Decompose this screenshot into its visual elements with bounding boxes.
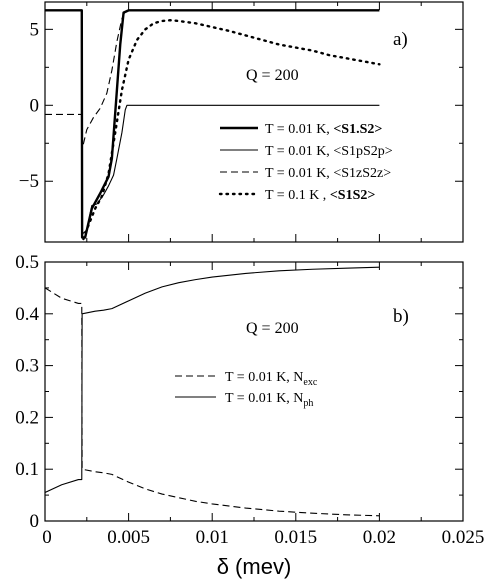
panel-b: 0 0.1 0.2 0.3 0.4 0.5 0 0.005 0.01 0.015 0.02 0.025… (15, 252, 484, 548)
panel-b-legend: T = 0.01 K, Nexc T = 0.01 K, Nph (175, 370, 318, 409)
panel-a: 50−5 a) Q = 200 T = 0.01 K, <S1.S2>T = 0… (19, 1, 464, 243)
panel-a-label: a) (393, 29, 408, 50)
panel-a-ticks: 5 0 −5 (19, 2, 464, 242)
x-tick-label: 0.005 (107, 527, 150, 548)
panel-a-q-annotation: Q = 200 (246, 67, 299, 84)
panel-a-series (45, 9, 381, 241)
y-tick-label: 0.3 (15, 356, 39, 377)
panel-b-label: b) (393, 306, 409, 327)
y-tick-label: 0 (30, 511, 40, 532)
panel-b-ticks: 0 0.1 0.2 0.3 0.4 0.5 0 0.005 0.01 0.015 0.02 0.025 (15, 252, 484, 548)
x-axis-label: δ (mev) (217, 554, 292, 579)
panel-a-legend: T = 0.01 K, <S1.S2> T = 0.01 K, <S1pS2p> T… (218, 122, 393, 203)
legend-label-s1ps2p_001: T = 0.01 K, <S1pS2p> (265, 144, 393, 159)
legend-label-s1s2_001: T = 0.01 K, <S1.S2> (265, 122, 382, 137)
legend-label-nexc: T = 0.01 K, Nexc (225, 370, 318, 388)
x-tick-label: 0.025 (442, 527, 485, 548)
legend-label-nph: T = 0.01 K, Nph (225, 391, 313, 409)
legend-label-s1s2_01: T = 0.1 K , <S1S2> (265, 188, 375, 203)
y-tick-label: 0.1 (15, 459, 39, 480)
x-tick-label: 0 (42, 527, 52, 548)
series-line-s1s2_01 (82, 19, 381, 241)
x-tick-label: 0.015 (274, 527, 317, 548)
legend-label-s1zs2z_001: T = 0.01 K, <S1zS2z> (265, 166, 391, 181)
panel-b-q-annotation: Q = 200 (246, 320, 299, 337)
y-tick-label: 0.2 (15, 407, 39, 428)
y-tick-label: 0.5 (15, 252, 39, 273)
series-line-nexc (45, 287, 380, 517)
panel-b-series (45, 266, 380, 517)
x-tick-label: 0.01 (196, 527, 229, 548)
series-line-nph (45, 266, 380, 494)
y-tick-label: 0 (30, 95, 40, 116)
y-tick-label: 0.4 (15, 304, 39, 325)
x-tick-label: 0.02 (363, 527, 396, 548)
y-tick-label: 5 (30, 19, 40, 40)
y-tick-label: −5 (19, 171, 39, 192)
series-line-s1zs2z_001 (45, 9, 380, 150)
